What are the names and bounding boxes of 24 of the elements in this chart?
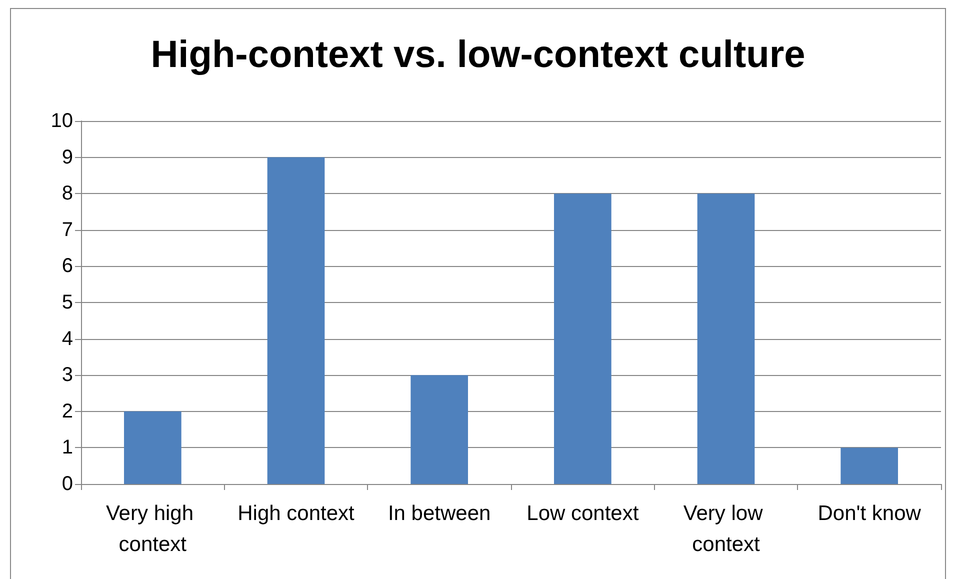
y-tick-label: 5 (62, 292, 73, 314)
bar (840, 448, 898, 484)
x-tick-label: Very low context (683, 502, 769, 556)
y-tick-label: 0 (62, 473, 73, 495)
y-tick-label: 6 (62, 255, 73, 278)
bar (697, 194, 755, 484)
x-tick-label: In between (388, 502, 491, 525)
y-tick-label: 1 (62, 436, 73, 459)
bar (124, 411, 182, 484)
x-tick-label: Low context (526, 502, 639, 525)
bar (410, 375, 468, 484)
y-tick-label: 2 (62, 400, 73, 422)
x-tick-label: Don't know (818, 502, 922, 525)
x-tick-label: Very high context (106, 502, 200, 556)
y-tick-label: 7 (62, 218, 73, 241)
y-tick-label: 9 (62, 146, 73, 168)
y-tick-label: 10 (50, 110, 73, 132)
y-tick-label: 4 (62, 328, 73, 350)
chart-title: High-context vs. low-context culture (150, 34, 806, 76)
y-tick-label: 3 (62, 364, 73, 386)
bar (267, 157, 325, 484)
bar (554, 194, 612, 484)
x-tick-label: High context (238, 502, 355, 525)
y-tick-label: 8 (62, 182, 73, 205)
